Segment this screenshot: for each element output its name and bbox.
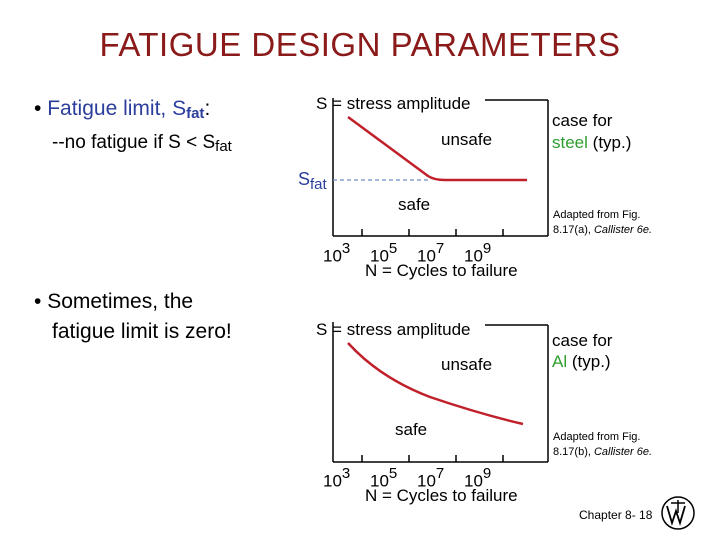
chart1-tick-label-3: 107 [417, 240, 445, 266]
chart1-case-label: case for [552, 111, 613, 130]
chart1-x-label: N = Cycles to failure [365, 261, 518, 280]
chart2-typ: (typ.) [571, 352, 611, 371]
chart2-tick-label-4: 109 [464, 465, 492, 491]
chart1-y-label: S = stress amplitude [316, 94, 471, 113]
zero-limit-line1: Sometimes, the [47, 290, 194, 313]
chart2-sn-curve [347, 342, 524, 426]
chart2-y-label: S = stress amplitude [316, 320, 471, 339]
no-fatigue-sub: fat [215, 138, 232, 155]
zero-limit-line2: fatigue limit is zero! [52, 320, 232, 343]
chart2-x-label: N = Cycles to failure [365, 486, 518, 505]
chart2-tick-label-1: 103 [323, 465, 351, 491]
chart2-tick-label-2: 105 [370, 465, 398, 491]
chart1-material: steel [552, 133, 588, 152]
chapter-label: Chapter 8- [579, 508, 636, 522]
publisher-logo-icon [661, 496, 695, 530]
chart1-safe-label: safe [398, 195, 431, 214]
page-title: FATIGUE DESIGN PARAMETERS [99, 26, 621, 63]
page-number: 18 [639, 508, 653, 522]
chart2-case-material-line: Al (typ.) [552, 352, 611, 372]
chart1-tick-label-2: 105 [370, 240, 398, 266]
fatigue-limit-colon: : [204, 97, 211, 120]
chart1-sfat-sub: fat [310, 176, 327, 193]
bullet-marker: • [34, 97, 42, 120]
no-fatigue-line: --no fatigue if S < Sfat [52, 132, 232, 155]
chart2-tick-label-3: 107 [417, 465, 445, 491]
no-fatigue-text: --no fatigue if S < S [52, 132, 216, 153]
chart2-source-note: Adapted from Fig. 8.17(b), Callister 6e. [553, 431, 653, 458]
chart2-unsafe-label: unsafe [441, 355, 493, 374]
chart1-unsafe-label: unsafe [441, 130, 493, 149]
chart1-sfat-main: S [298, 169, 311, 189]
chart1-case-material-line: steel (typ.) [552, 133, 631, 153]
chart1-sfat-label: Sfat [298, 169, 327, 193]
fatigue-limit-sub: fat [186, 105, 205, 122]
chart1-tick-label-4: 109 [464, 240, 492, 266]
chart1-sn-curve [347, 115, 527, 182]
bullet-fatigue-limit: • Fatigue limit, Sfat: [34, 97, 211, 122]
bullet-marker-2: • [34, 290, 42, 313]
chart1-typ: (typ.) [592, 133, 632, 152]
chart2-case-label: case for [552, 331, 613, 350]
chart1-source-note: Adapted from Fig. 8.17(a), Callister 6e. [553, 209, 653, 236]
fatigue-limit-text: Fatigue limit, S [47, 97, 187, 120]
chart2-safe-label: safe [395, 420, 428, 439]
chart1-tick-label-1: 103 [323, 240, 351, 266]
chapter-footer: Chapter 8- 18 [579, 508, 652, 522]
bullet-zero-limit: • Sometimes, the [34, 290, 193, 314]
chart2-material: Al [552, 352, 568, 371]
